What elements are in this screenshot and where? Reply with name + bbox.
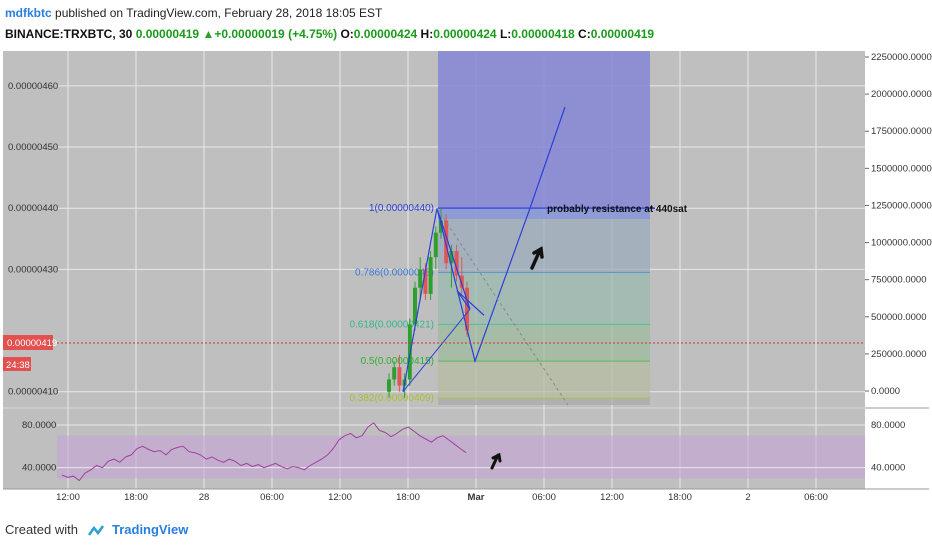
time-tick-label: 2 [745,492,750,503]
time-tick-label: 06:00 [532,492,556,503]
volume-tick-label: 1500000.0000 [871,163,932,174]
time-tick-label: 28 [199,492,210,503]
low-value: 0.00000418 [511,27,575,41]
fib-zone [438,272,650,325]
open-label: O: [340,27,354,41]
tradingview-brand[interactable]: TradingView [111,522,189,537]
candle-body [433,232,438,258]
right-axis[interactable] [865,51,929,489]
high-value: 0.00000424 [433,27,497,41]
candle-body [392,367,397,380]
fib-level-label: 0.5(0.00000415) [361,356,434,367]
rsi-tick-label-right: 80.0000 [871,420,905,431]
time-tick-label: 12:00 [600,492,624,503]
high-label: H: [420,27,434,41]
price-tick-label: 0.00000450 [8,142,58,153]
volume-tick-label: 250000.0000 [871,349,926,360]
candle-body [444,220,449,264]
candle-body [465,287,469,331]
close-label: C: [578,27,591,41]
fib-level-label: 0.618(0.00000421) [349,319,434,330]
price-tick-label: 0.00000430 [8,264,58,275]
rsi-band [57,435,865,479]
pattern-leg [402,308,471,393]
volume-tick-label: 1000000.0000 [871,238,932,249]
countdown-tag [3,357,31,371]
volume-tick-label: 500000.0000 [871,312,926,323]
projection-box-lower [438,219,650,405]
resistance-note: probably resistance at 440sat [547,204,688,215]
time-tick-label: 18:00 [668,492,692,503]
price-tick-label: 0.00000410 [8,387,58,398]
candle-body [413,287,417,325]
projection-path [436,106,566,364]
time-tick-label: 12:00 [328,492,352,503]
volume-tick-label: 1750000.0000 [871,126,932,137]
countdown-text: 24:38 [6,360,30,371]
author-link[interactable]: mdfkbtc [5,6,52,20]
last-price: 0.00000419 [135,27,200,41]
candle-body [418,269,423,288]
fib-level-label: 1(0.00000440) [369,203,434,214]
time-tick-label: Mar [468,492,485,503]
rsi-tick-label-left: 80.0000 [22,420,56,431]
arrow-up-icon [530,246,544,270]
fib-zone [438,208,650,273]
time-tick-label: 18:00 [124,492,148,503]
time-tick-label: 12:00 [56,492,80,503]
time-tick-label: 06:00 [804,492,828,503]
candle-body [459,275,464,288]
candle-body [449,251,454,264]
projection-box-upper [438,51,650,219]
last-price-tag-text: 0.00000419 [7,338,57,349]
volume-tick-label: 2250000.0000 [871,52,932,63]
last-price-tag [3,335,53,350]
fib-zone [438,361,650,398]
candle-body [454,251,459,276]
price-tick-label: 0.00000460 [8,81,58,92]
tradingview-logo-icon [87,524,105,536]
price-tick-label: 0.00000440 [8,203,58,214]
candle-body [397,367,402,386]
volume-tick-label: 750000.0000 [871,275,926,286]
open-value: 0.00000424 [353,27,418,41]
footer: Created with TradingView [5,522,188,538]
time-tick-label: 18:00 [396,492,420,503]
symbol-line: BINANCE:TRXBTC, 30 0.00000419 ▲+0.000000… [5,27,654,41]
price-pane[interactable] [3,51,865,407]
candle-body [423,269,428,294]
created-with-text: Created with [5,522,78,537]
arrow-up-small-icon [490,452,502,470]
low-label: L: [499,27,512,41]
time-tick-label: 06:00 [260,492,284,503]
up-arrow-icon: ▲ [202,27,215,41]
volume-tick-label: 0.0000 [871,386,900,397]
rsi-line [61,422,467,482]
rsi-tick-label-right: 40.0000 [871,463,905,474]
fib-level-label: 0.786(0.0000043) [355,267,434,278]
publish-line: mdfkbtc published on TradingView.com, Fe… [5,6,382,20]
volume-tick-label: 1250000.0000 [871,200,932,211]
close-value: 0.00000419 [590,27,655,41]
fib-level-label: 0.382(0.00000409) [349,393,434,404]
published-text: published on TradingView.com, February 2… [55,6,383,20]
volume-tick-label: 2000000.0000 [871,89,932,100]
candle-body [428,257,433,294]
candle-body [387,379,391,392]
price-change: +0.00000019 (+4.75%) [214,27,338,41]
symbol-label: BINANCE:TRXBTC, 30 [5,27,133,41]
rsi-tick-label-left: 40.0000 [22,463,56,474]
